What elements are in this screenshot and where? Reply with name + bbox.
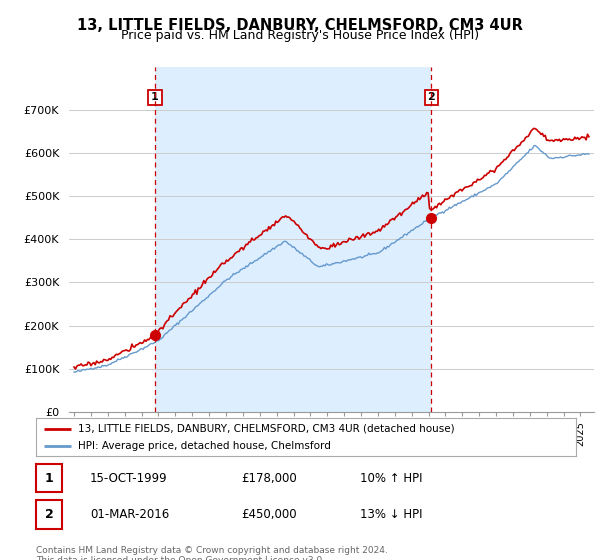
Text: 13, LITTLE FIELDS, DANBURY, CHELMSFORD, CM3 4UR (detached house): 13, LITTLE FIELDS, DANBURY, CHELMSFORD, … — [78, 423, 455, 433]
Text: 2: 2 — [428, 92, 436, 102]
Text: £450,000: £450,000 — [241, 508, 297, 521]
Text: HPI: Average price, detached house, Chelmsford: HPI: Average price, detached house, Chel… — [78, 441, 331, 451]
FancyBboxPatch shape — [36, 500, 62, 529]
Text: 01-MAR-2016: 01-MAR-2016 — [90, 508, 169, 521]
Text: Contains HM Land Registry data © Crown copyright and database right 2024.
This d: Contains HM Land Registry data © Crown c… — [36, 546, 388, 560]
Text: 15-OCT-1999: 15-OCT-1999 — [90, 472, 167, 484]
Text: 13, LITTLE FIELDS, DANBURY, CHELMSFORD, CM3 4UR: 13, LITTLE FIELDS, DANBURY, CHELMSFORD, … — [77, 18, 523, 33]
Text: 13% ↓ HPI: 13% ↓ HPI — [360, 508, 422, 521]
Text: 1: 1 — [151, 92, 159, 102]
Text: Price paid vs. HM Land Registry's House Price Index (HPI): Price paid vs. HM Land Registry's House … — [121, 29, 479, 42]
Bar — [155, 67, 431, 412]
Text: 1: 1 — [44, 472, 53, 484]
FancyBboxPatch shape — [36, 464, 62, 492]
Text: 2: 2 — [44, 508, 53, 521]
Text: 10% ↑ HPI: 10% ↑ HPI — [360, 472, 422, 484]
Text: £178,000: £178,000 — [241, 472, 297, 484]
